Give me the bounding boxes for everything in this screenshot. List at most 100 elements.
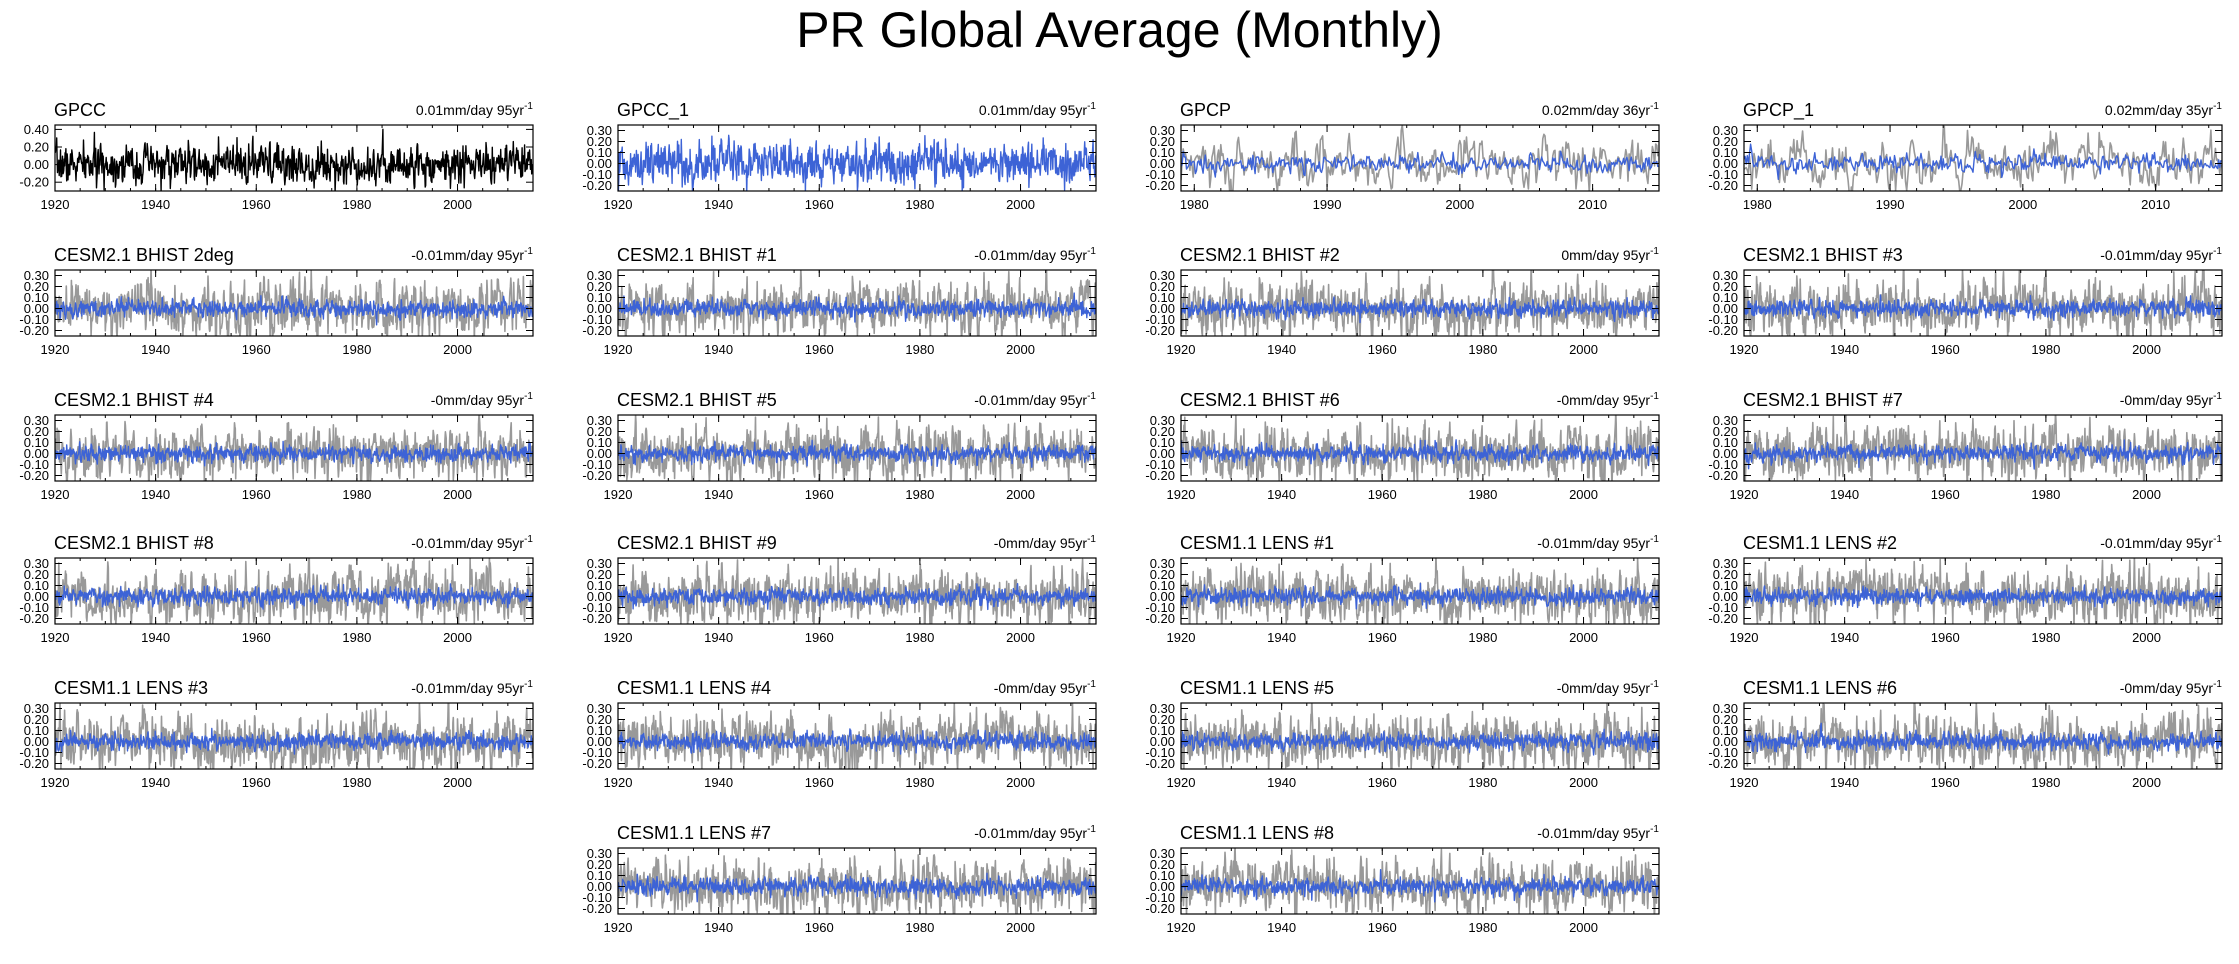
y-tick-label: 0.10 xyxy=(1713,145,1738,160)
y-tick-label: 0.10 xyxy=(1713,723,1738,738)
y-tick-label: 0.30 xyxy=(1713,123,1738,138)
y-tick-label: 0.20 xyxy=(1713,567,1738,582)
y-tick-label: -0.10 xyxy=(582,745,612,760)
y-tick-label: 0.00 xyxy=(1150,879,1175,894)
series-line xyxy=(1181,582,1659,610)
trend-exponent: -1 xyxy=(1087,246,1096,257)
x-tick-label: 1980 xyxy=(2031,342,2060,357)
y-tick-label: 0.00 xyxy=(1713,446,1738,461)
trend-value: -0mm/day 95yr xyxy=(994,535,1088,551)
panel: 1920 1940 1960 1980 2000-0.20-0.100.000.100.… xyxy=(1145,245,1660,357)
y-tick-label: 0.30 xyxy=(24,556,49,571)
trend-label: 0.01mm/day 95yr-1 xyxy=(979,101,1097,118)
trend-exponent: -1 xyxy=(2213,679,2222,690)
reference-series-line xyxy=(1744,415,2222,481)
x-tick-label: 2010 xyxy=(2141,197,2170,212)
y-tick-label: 0.30 xyxy=(24,701,49,716)
x-tick-label: 1940 xyxy=(1830,487,1859,502)
y-tick-label: 0.20 xyxy=(587,712,612,727)
series-line xyxy=(618,583,1096,611)
panel: 1920 1940 1960 1980 2000-0.20-0.100.000.100.… xyxy=(1145,678,1660,790)
trend-label: -0mm/day 95yr-1 xyxy=(1557,391,1660,408)
y-tick-label: -0.20 xyxy=(1145,323,1175,338)
x-tick-label: 1940 xyxy=(1267,630,1296,645)
y-tick-label: -0.10 xyxy=(19,745,49,760)
x-tick-label: 1980 xyxy=(1743,197,1772,212)
panel-frame xyxy=(54,124,534,192)
y-tick-label: 0.30 xyxy=(587,701,612,716)
y-tick-label: 0.30 xyxy=(1150,701,1175,716)
series-line xyxy=(618,292,1096,323)
x-tick-label: 1980 xyxy=(1468,630,1497,645)
x-tick-label: 1940 xyxy=(141,197,170,212)
y-tick-label: 0.30 xyxy=(587,268,612,283)
y-tick-label: 0.10 xyxy=(587,435,612,450)
x-tick-label: 1980 xyxy=(1468,920,1497,935)
panel: 1920 1940 1960 1980 2000-0.20-0.100.000.100.… xyxy=(1145,390,1660,502)
trend-value: -0.01mm/day 95yr xyxy=(974,825,1087,841)
panel: 1920 1940 1960 1980 2000-0.20-0.100.000.100.… xyxy=(1708,533,2223,645)
series-line xyxy=(1181,296,1659,324)
y-tick-label: -0.20 xyxy=(1708,468,1738,483)
x-tick-label: 1960 xyxy=(1931,630,1960,645)
y-tick-label: 0.20 xyxy=(1713,712,1738,727)
panel-frame xyxy=(617,702,1097,770)
trend-exponent: -1 xyxy=(524,679,533,690)
y-tick-label: 0.30 xyxy=(587,846,612,861)
trend-label: -0mm/day 95yr-1 xyxy=(2120,679,2223,696)
panel: 1980 1990 2000 2010-0.20-0.100.000.100.200.… xyxy=(1708,100,2223,212)
trend-exponent: -1 xyxy=(1087,679,1096,690)
x-tick-label: 1980 xyxy=(905,197,934,212)
y-tick-label: 0.20 xyxy=(587,424,612,439)
panel-frame xyxy=(54,269,534,337)
trend-value: 0.01mm/day 95yr xyxy=(416,102,524,118)
x-tick-label: 2000 xyxy=(1569,775,1598,790)
y-tick-label: 0.00 xyxy=(1713,301,1738,316)
y-tick-label: -0.20 xyxy=(1708,323,1738,338)
x-tick-label: 1940 xyxy=(704,342,733,357)
series-line xyxy=(1744,439,2222,470)
panel: 1920 1940 1960 1980 2000-0.20-0.100.000.100.… xyxy=(582,533,1097,645)
x-tick-label: 2000 xyxy=(1006,920,1035,935)
x-tick-label: 1960 xyxy=(805,197,834,212)
y-tick-label: -0.10 xyxy=(1145,890,1175,905)
trend-value: -0.01mm/day 95yr xyxy=(411,680,524,696)
panel: 1920 1940 1960 1980 2000-0.20-0.100.000.100.… xyxy=(582,100,1097,212)
y-tick-label: 0.00 xyxy=(587,301,612,316)
x-tick-label: 1920 xyxy=(1167,487,1196,502)
x-tick-label: 1980 xyxy=(342,197,371,212)
x-tick-label: 2000 xyxy=(2008,197,2037,212)
panel: 1920 1940 1960 1980 2000-0.20-0.100.000.100.… xyxy=(19,390,534,502)
y-tick-label: 0.30 xyxy=(24,268,49,283)
trend-exponent: -1 xyxy=(524,101,533,112)
y-tick-label: 0.10 xyxy=(587,145,612,160)
y-tick-label: 0.20 xyxy=(1150,279,1175,294)
x-tick-label: 2000 xyxy=(1006,775,1035,790)
series-line xyxy=(618,872,1096,903)
series-line xyxy=(1181,439,1659,467)
y-tick-label: 0.00 xyxy=(24,589,49,604)
y-tick-label: 0.30 xyxy=(1150,846,1175,861)
x-tick-label: 1960 xyxy=(1368,920,1397,935)
y-tick-label: -0.10 xyxy=(582,600,612,615)
reference-series-line xyxy=(618,558,1096,624)
y-tick-label: 0.10 xyxy=(1150,578,1175,593)
y-tick-label: 0.00 xyxy=(1713,734,1738,749)
panel: 1920 1940 1960 1980 2000-0.20-0.100.000.100.… xyxy=(582,390,1097,502)
panel-title: CESM2.1 BHIST #5 xyxy=(617,390,777,410)
panel-frame xyxy=(1180,124,1660,192)
trend-value: -0.01mm/day 95yr xyxy=(2100,247,2213,263)
y-tick-label: 0.30 xyxy=(1150,413,1175,428)
y-tick-label: -0.10 xyxy=(1145,457,1175,472)
x-tick-label: 2000 xyxy=(1569,342,1598,357)
x-tick-label: 1940 xyxy=(1267,342,1296,357)
x-tick-label: 2000 xyxy=(1445,197,1474,212)
trend-label: -0.01mm/day 95yr-1 xyxy=(411,534,533,551)
series-line xyxy=(1744,294,2222,322)
trend-label: -0mm/day 95yr-1 xyxy=(994,679,1097,696)
x-tick-label: 1920 xyxy=(41,342,70,357)
y-tick-label: 0.10 xyxy=(24,290,49,305)
y-tick-label: 0.00 xyxy=(1150,734,1175,749)
x-tick-label: 1920 xyxy=(604,342,633,357)
series-line xyxy=(1181,728,1659,756)
